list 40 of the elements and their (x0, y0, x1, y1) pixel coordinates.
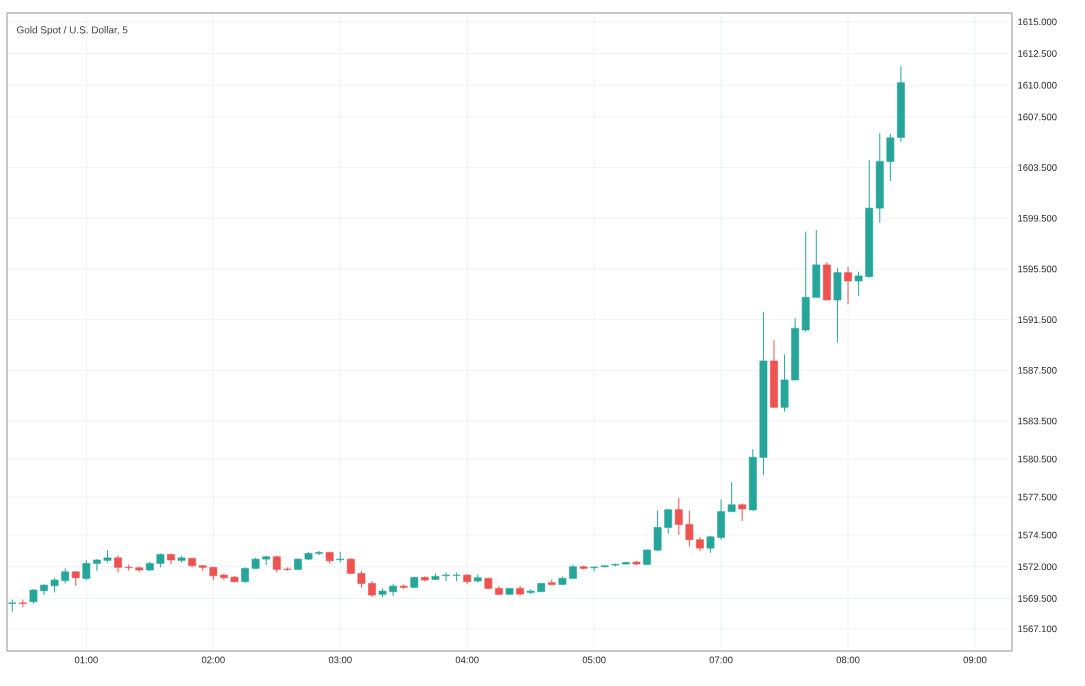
candlestick (18, 599, 27, 608)
x-tick-label: 03:00 (328, 656, 352, 664)
y-tick-label: 1569.500 (1018, 595, 1057, 602)
candlestick (854, 271, 863, 297)
candlestick (82, 559, 91, 581)
y-tick-label: 1599.500 (1018, 214, 1057, 222)
y-tick-label: 1612.500 (1018, 50, 1057, 57)
y-tick-label: 1595.500 (1018, 265, 1057, 273)
candlestick (844, 266, 852, 305)
candlestick (315, 550, 323, 556)
candlestick (442, 571, 450, 582)
candlestick (685, 510, 694, 547)
x-tick-label: 09:00 (963, 656, 987, 664)
x-tick-label: 07:00 (709, 656, 733, 664)
x-tick-label: 02:00 (201, 656, 225, 664)
y-tick-label: 1587.500 (1018, 366, 1057, 374)
candlestick (727, 481, 736, 513)
y-tick-label: 1610.000 (1018, 81, 1057, 89)
y-tick-label: 1577.500 (1018, 493, 1057, 501)
y-tick-label: 1603.500 (1018, 164, 1057, 171)
candlestick (93, 558, 101, 572)
x-tick-label: 04:00 (455, 656, 479, 664)
x-tick-label: 01:00 (74, 656, 98, 664)
y-tick-label: 1567.100 (1018, 625, 1057, 633)
y-tick-label: 1615.000 (1018, 18, 1057, 26)
text: Gold Spot / U.S. Dollar, 5 (17, 26, 128, 36)
candlestick (674, 497, 683, 536)
y-tick-label: 1591.500 (1018, 316, 1057, 323)
x-tick-label: 08:00 (836, 656, 860, 664)
candlestick (653, 510, 662, 552)
x-tick-label: 05:00 (582, 656, 606, 664)
candlestick (664, 508, 673, 535)
y-tick-label: 1583.500 (1018, 417, 1057, 425)
candlestick (124, 563, 133, 572)
y-tick-label: 1607.500 (1018, 113, 1057, 121)
y-tick-label: 1580.500 (1018, 455, 1057, 463)
y-tick-label: 1572.000 (1018, 563, 1057, 571)
candlestick (886, 133, 895, 182)
y-tick-label: 1574.500 (1018, 531, 1057, 539)
candlestick (590, 565, 599, 572)
